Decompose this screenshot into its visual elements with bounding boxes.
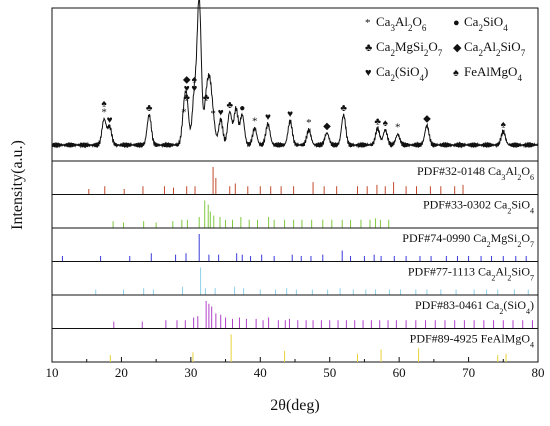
y-axis-label: Intensity(a.u.) bbox=[9, 140, 26, 230]
peak-marker: ♣ bbox=[146, 103, 153, 114]
legend-label: Ca2MgSi2O7 bbox=[376, 39, 443, 58]
x-tick-label: 10 bbox=[46, 365, 59, 380]
peak-marker: * bbox=[252, 116, 258, 128]
peak-marker: ◆ bbox=[423, 114, 431, 125]
legend-label: Ca2Al2SiO7 bbox=[464, 39, 526, 58]
peak-marker: * bbox=[181, 107, 187, 119]
peak-marker: * bbox=[395, 122, 401, 134]
peak-marker: ◆ bbox=[183, 75, 191, 86]
x-axis: 10 20 30 40 50 60 70 80 bbox=[46, 357, 545, 380]
reference-label: PDF#77-1113 Ca2Al2SiO7 bbox=[408, 265, 534, 283]
xrd-pattern bbox=[51, 0, 539, 149]
x-tick-label: 30 bbox=[184, 365, 197, 380]
peak-marker: ♣ bbox=[226, 100, 233, 111]
peak-marker: ♠ bbox=[192, 75, 198, 86]
reference-label: PDF#33-0302 Ca2SiO4 bbox=[423, 198, 534, 216]
legend-symbol: ♠ bbox=[453, 67, 459, 79]
legend-label: Ca3Al2O6 bbox=[376, 14, 427, 33]
peak-marker: ● bbox=[239, 103, 245, 114]
reference-label: PDF#83-0461 Ca2(SiO4) bbox=[415, 298, 534, 316]
peak-marker: ♣ bbox=[183, 93, 190, 104]
peak-marker: ♥ bbox=[265, 112, 271, 123]
peak-marker: ♣ bbox=[340, 103, 347, 114]
peak-marker: ♥ bbox=[218, 108, 224, 119]
reference-label: PDF#74-0990 Ca2MgSi2O7 bbox=[402, 231, 534, 249]
peak-marker: * bbox=[306, 117, 312, 129]
reference-panels: PDF#32-0148 Ca3Al2O6 PDF#33-0302 Ca2SiO4 P… bbox=[52, 160, 538, 362]
reference-label: PDF#89-4925 FeAlMgO4 bbox=[410, 332, 534, 350]
legend-symbol: ♥ bbox=[365, 67, 372, 79]
peak-marker: ♣ bbox=[203, 93, 210, 104]
peak-markers: *♠♥♣*♣♥◆♥♠♥●♣*♥♣●*♥♥*◆♣♣♠*◆♠ bbox=[101, 75, 507, 134]
reference-label: PDF#32-0148 Ca3Al2O6 bbox=[417, 164, 534, 182]
legend: * Ca3Al2O6 ● Ca2SiO4 ♣ Ca2MgSi2O7 ◆ Ca2Al2SiO7 ♥… bbox=[365, 14, 526, 83]
peak-marker: ♥ bbox=[191, 84, 197, 95]
legend-symbol: ◆ bbox=[453, 42, 462, 54]
peak-marker: ♥ bbox=[107, 115, 113, 126]
x-tick-label: 40 bbox=[254, 365, 267, 380]
xrd-pattern-line bbox=[51, 0, 539, 149]
peak-marker: ♥ bbox=[287, 109, 293, 120]
peak-marker: ♠ bbox=[101, 99, 107, 110]
peak-marker: * bbox=[210, 108, 216, 120]
peak-marker: ♠ bbox=[383, 118, 389, 129]
x-tick-label: 20 bbox=[115, 365, 128, 380]
peak-marker: * bbox=[101, 107, 107, 119]
x-axis-label: 2θ(deg) bbox=[270, 397, 319, 414]
peak-marker: ♥ bbox=[184, 84, 190, 95]
legend-symbol: * bbox=[365, 17, 371, 29]
legend-symbol: ● bbox=[453, 17, 460, 29]
legend-symbol: ♣ bbox=[365, 42, 372, 54]
x-tick-label: 60 bbox=[393, 365, 406, 380]
peak-marker: ♠ bbox=[501, 120, 507, 131]
legend-label: Ca2SiO4 bbox=[464, 14, 508, 33]
x-tick-label: 70 bbox=[462, 365, 475, 380]
legend-label: FeAlMgO4 bbox=[464, 64, 522, 83]
peak-marker: ♣ bbox=[374, 117, 381, 128]
peak-marker: ◆ bbox=[323, 121, 331, 132]
x-tick-label: 50 bbox=[323, 365, 336, 380]
x-tick-label: 80 bbox=[532, 365, 545, 380]
legend-label: Ca2(SiO4) bbox=[376, 64, 428, 83]
